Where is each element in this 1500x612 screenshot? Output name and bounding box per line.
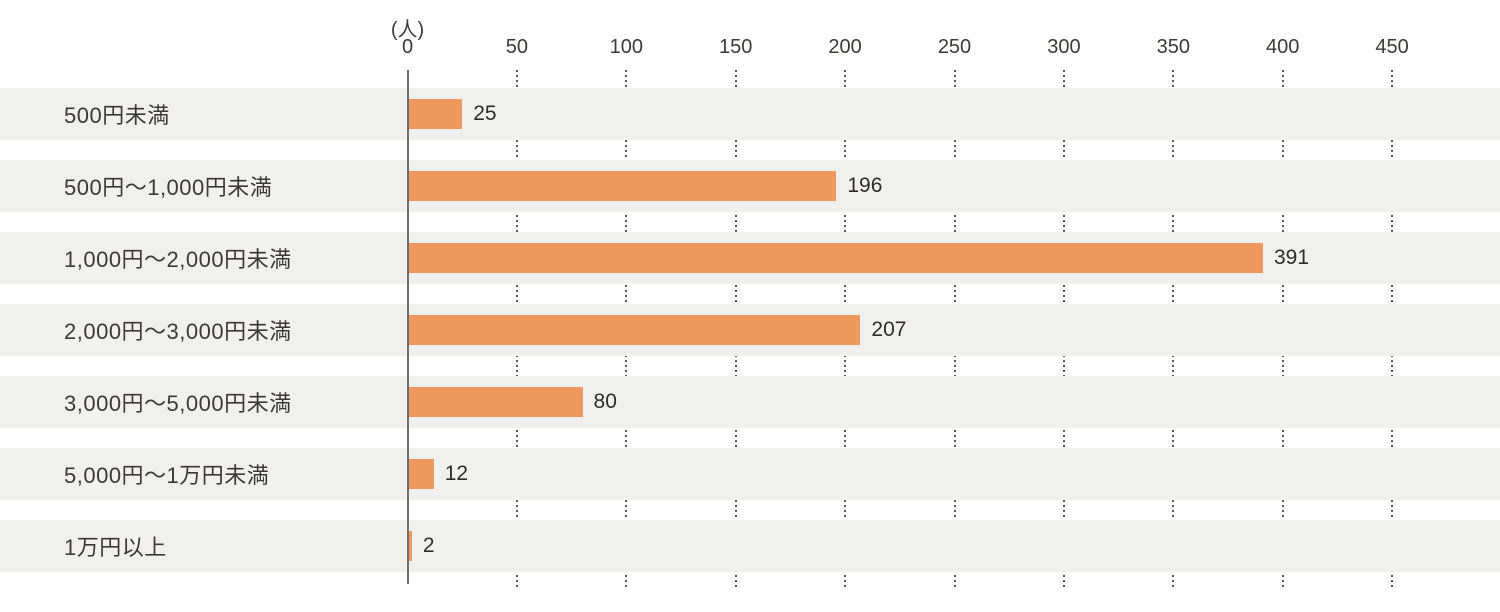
category-label: 2,000円〜3,000円未満 xyxy=(64,319,292,344)
x-tick-label-50: 50 xyxy=(505,36,529,58)
value-label: 80 xyxy=(593,390,617,413)
x-tick-label-450: 450 xyxy=(1375,36,1409,58)
bar xyxy=(407,315,861,345)
category-label: 500円未満 xyxy=(64,103,170,128)
category-label: 500円〜1,000円未満 xyxy=(64,175,273,200)
x-tick-label-100: 100 xyxy=(609,36,643,58)
value-label: 25 xyxy=(473,102,497,125)
bar xyxy=(407,459,434,489)
row-band xyxy=(0,520,1500,572)
value-label: 196 xyxy=(847,174,883,197)
x-tick-label-150: 150 xyxy=(719,36,753,58)
x-tick-label-200: 200 xyxy=(828,36,862,58)
bar xyxy=(407,243,1263,273)
x-tick-label-300: 300 xyxy=(1047,36,1081,58)
value-label: 2 xyxy=(422,534,435,557)
bar xyxy=(407,99,463,129)
bar xyxy=(407,387,583,417)
value-label: 391 xyxy=(1274,246,1310,269)
x-axis-unit-label: (人) xyxy=(390,19,425,41)
value-label: 207 xyxy=(871,318,907,341)
x-tick-label-350: 350 xyxy=(1156,36,1190,58)
category-label: 5,000円〜1万円未満 xyxy=(64,463,270,488)
x-tick-label-400: 400 xyxy=(1266,36,1300,58)
x-tick-label-0: 0 xyxy=(401,36,414,58)
y-axis-line xyxy=(406,70,409,584)
row-band xyxy=(0,376,1500,428)
category-label: 3,000円〜5,000円未満 xyxy=(64,391,292,416)
x-tick-label-250: 250 xyxy=(937,36,972,58)
bar xyxy=(407,531,412,561)
category-label: 1万円以上 xyxy=(64,535,167,560)
row-band xyxy=(0,448,1500,500)
value-label: 12 xyxy=(444,462,469,485)
row-band xyxy=(0,88,1500,140)
bar xyxy=(407,171,837,201)
category-label: 1,000円〜2,000円未満 xyxy=(64,247,292,272)
